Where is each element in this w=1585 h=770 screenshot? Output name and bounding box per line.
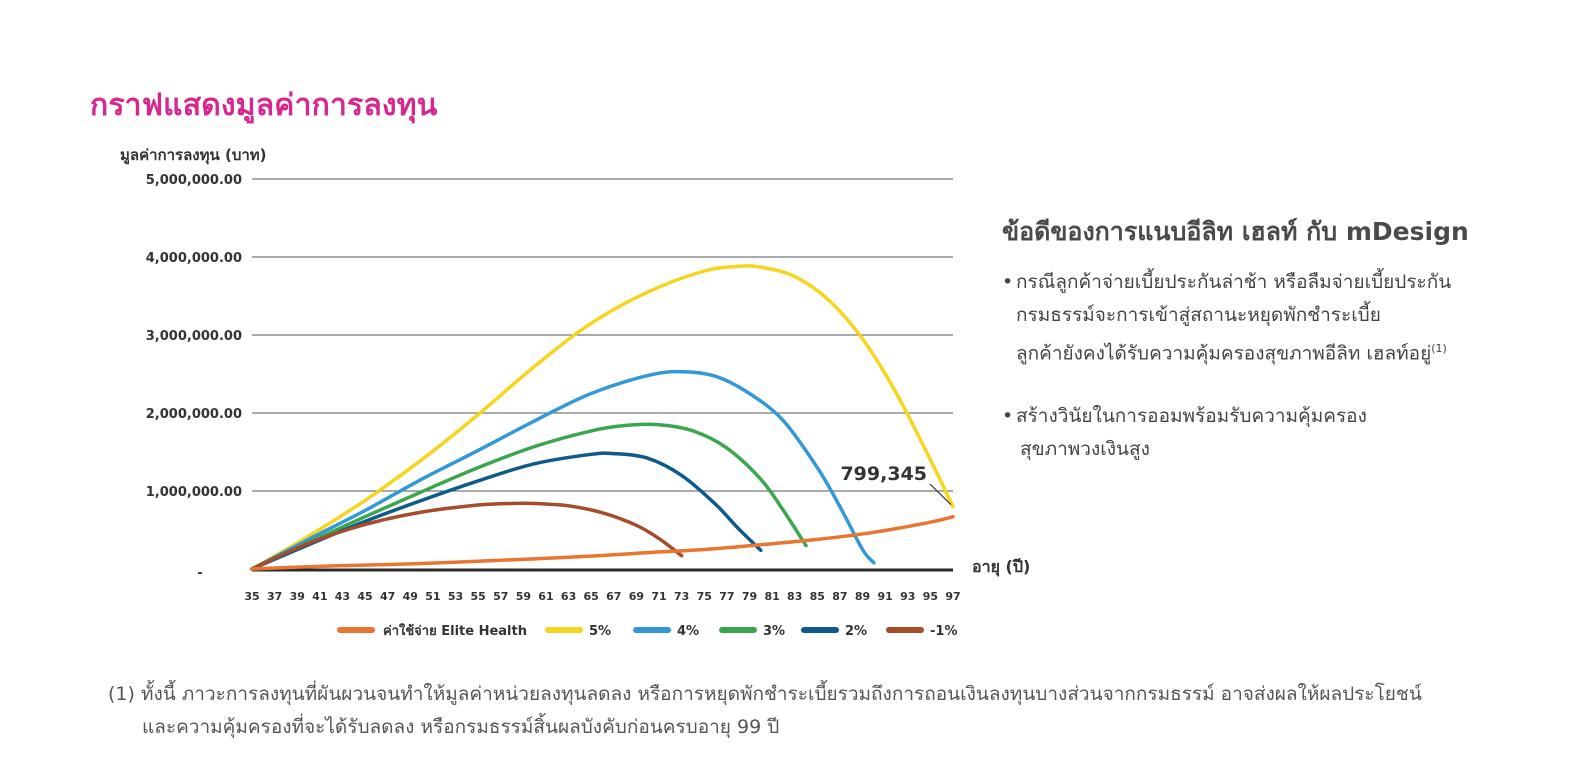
series-line (250, 501, 684, 571)
benefit-line: ลูกค้ายังคงได้รับความคุ้มครองสุขภาพอีลิท… (1016, 342, 1432, 365)
x-tick-label: 73 (674, 590, 689, 603)
legend-label: 2% (845, 624, 867, 639)
y-tick-label: - (197, 566, 202, 581)
x-tick-label: 93 (900, 590, 915, 603)
series-line (250, 422, 808, 571)
x-tick-label: 41 (312, 590, 327, 603)
x-tick-label: 35 (244, 590, 259, 603)
legend-label: 4% (677, 624, 699, 639)
x-tick-label: 49 (403, 590, 418, 603)
x-tick-label: 43 (335, 590, 350, 603)
bullet-icon: • (1002, 405, 1014, 428)
x-tick-label: 85 (810, 590, 825, 603)
series-line (250, 451, 763, 571)
x-tick-label: 39 (290, 590, 305, 603)
x-tick-label: 65 (584, 590, 599, 603)
x-tick-label: 79 (742, 590, 757, 603)
x-tick-label: 97 (945, 590, 960, 603)
series-line (250, 369, 876, 571)
legend-label: 3% (763, 624, 785, 639)
x-tick-label: 69 (629, 590, 644, 603)
x-tick-label: 51 (425, 590, 440, 603)
x-tick-label: 95 (923, 590, 938, 603)
y-tick-label: 2,000,000.00 (146, 407, 242, 422)
footnote-line: (1) ทั้งนี้ ภาวะการลงทุนที่ผันผวนจนทำให้… (108, 683, 1422, 705)
legend-label: ค่าใช้จ่าย Elite Health (383, 622, 527, 639)
footnote-ref: (1) (1431, 342, 1447, 355)
y-tick-label: 5,000,000.00 (146, 173, 242, 188)
x-tick-label: 45 (357, 590, 372, 603)
footnote-line: และความคุ้มครองที่จะได้รับลดลง หรือกรมธร… (142, 716, 780, 738)
x-tick-label: 47 (380, 590, 395, 603)
y-tick-label: 1,000,000.00 (146, 485, 242, 500)
x-tick-label: 55 (470, 590, 485, 603)
x-tick-label: 89 (855, 590, 870, 603)
x-tick-label: 59 (516, 590, 531, 603)
page-title: กราฟแสดงมูลค่าการลงทุน (90, 88, 438, 123)
x-tick-label: 57 (493, 590, 508, 603)
x-tick-label: 53 (448, 590, 463, 603)
benefit-line: กรมธรรม์จะการเข้าสู่สถานะหยุดพักชำระเบี้… (1016, 304, 1381, 326)
benefit-line: สุขภาพวงเงินสูง (1020, 438, 1150, 461)
y-axis-label: มูลค่าการลงทุน (บาท) (120, 146, 267, 165)
x-tick-label: 83 (787, 590, 802, 603)
benefit-line: สร้างวินัยในการออมพร้อมรับความคุ้มครอง (1016, 405, 1367, 428)
x-tick-label: 75 (697, 590, 712, 603)
benefit-line: กรณีลูกค้าจ่ายเบี้ยประกันล่าช้า หรือลืมจ… (1016, 271, 1452, 293)
x-tick-label: 81 (764, 590, 779, 603)
legend-label: -1% (930, 624, 957, 639)
x-tick-label: 61 (538, 590, 553, 603)
x-tick-label: 91 (878, 590, 893, 603)
x-tick-label: 71 (651, 590, 666, 603)
benefits-heading: ข้อดีของการแนบอีลิท เฮลท์ กับ mDesign (1002, 217, 1469, 246)
y-tick-label: 4,000,000.00 (146, 251, 242, 266)
annotation-label: 799,345 (840, 463, 927, 485)
legend-label: 5% (589, 624, 611, 639)
series-line (250, 264, 955, 571)
investment-value-chart: มูลค่าการลงทุน (บาท) - 1,000,000.00 2,000,0… (120, 146, 1030, 639)
annotation-leader (929, 483, 952, 506)
y-tick-label: 3,000,000.00 (146, 329, 242, 344)
footnote: (1) ทั้งนี้ ภาวะการลงทุนที่ผันผวนจนทำให้… (108, 678, 1548, 744)
x-tick-label: 37 (267, 590, 282, 603)
bullet-icon: • (1002, 271, 1014, 293)
benefit-item-grace: • กรณีลูกค้าจ่ายเบี้ยประกันล่าช้า หรือลื… (1002, 266, 1562, 370)
x-tick-label: 67 (606, 590, 621, 603)
series-line (250, 514, 955, 571)
x-tick-label: 87 (832, 590, 847, 603)
benefits-panel: ข้อดีของการแนบอีลิท เฮลท์ กับ mDesign • … (1002, 212, 1562, 496)
x-tick-label: 63 (561, 590, 576, 603)
x-axis-label: อายุ (ปี) (972, 557, 1030, 577)
x-tick-label: 77 (719, 590, 734, 603)
benefit-item-savings: • สร้างวินัยในการออมพร้อมรับความคุ้มครอง… (1002, 400, 1562, 466)
